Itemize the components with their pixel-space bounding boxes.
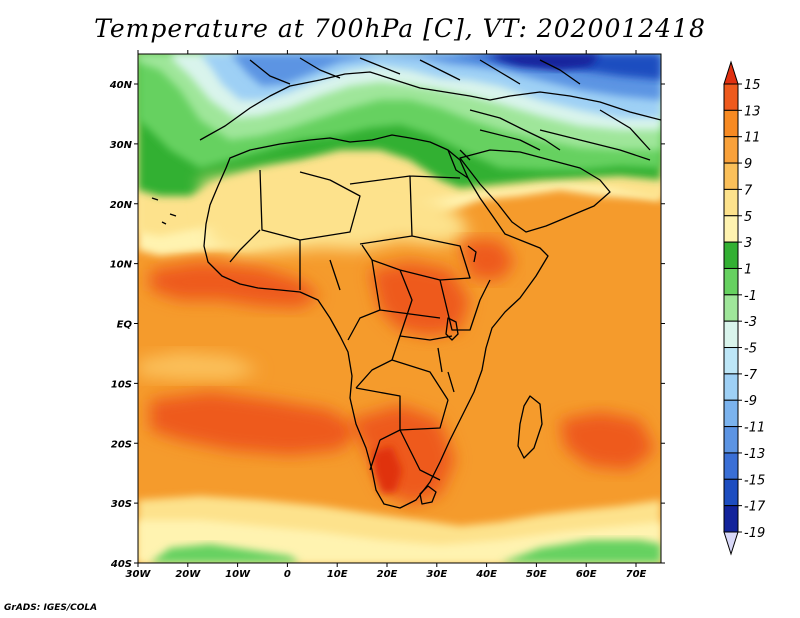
canary-cape-verde-islands (151, 197, 177, 225)
longitude-axis: 30W 20W 10W 0 10E 20E 30E 40E 50E 60E 70E (126, 50, 647, 580)
colorbar: 15 13 11 9 7 5 3 1 -1 -3 -5 -7 -9 -11 -13 -15 -17 -19 (723, 60, 766, 556)
lon-tick-label: 0 (284, 569, 291, 580)
colorbar-label: 7 (744, 183, 753, 198)
lat-tick-label: EQ (117, 320, 133, 331)
arabian-peninsula (459, 149, 611, 233)
colorbar-label: -13 (744, 447, 765, 462)
lon-tick-label: 10W (225, 569, 251, 580)
colorbar-bin (723, 320, 739, 349)
colorbar-bin (723, 109, 739, 138)
colorbar-label: -19 (744, 526, 765, 541)
colorbar-bin (723, 162, 739, 190)
colorbar-bin (723, 188, 739, 217)
colorbar-top-triangle (723, 60, 739, 85)
lon-tick-label: 30E (426, 569, 447, 580)
lat-tick-label: 30N (110, 140, 133, 151)
lat-tick-label: 20N (110, 200, 133, 211)
lat-tick-label: 40S (110, 559, 132, 570)
map-title: Temperature at 700hPa [C], VT: 202001241… (94, 14, 706, 43)
colorbar-label: 9 (744, 157, 752, 172)
colorbar-label: -3 (744, 315, 757, 330)
colorbar-bin (723, 373, 739, 401)
colorbar-bin (723, 136, 739, 164)
lat-tick-label: 20S (111, 439, 132, 450)
latitude-axis: 40N 30N 20N 10N EQ 10S 20S 30S 40S (109, 80, 665, 570)
lon-tick-label: 50E (526, 569, 547, 580)
middle-east-borders (469, 109, 651, 161)
nile-sinai-coast (447, 149, 471, 179)
hot-southern-africa (350, 405, 455, 505)
colorbar-label: -7 (744, 368, 758, 383)
lon-tick-label: 20W (175, 569, 201, 580)
colorbar-bin (723, 241, 739, 269)
colorbar-label: -1 (744, 289, 757, 304)
colorbar-bin (723, 452, 739, 480)
colorbar-bin (723, 426, 739, 454)
colorbar-label: -17 (744, 500, 766, 515)
hot-indian-ocean (560, 412, 655, 470)
lon-tick-label: 70E (626, 569, 647, 580)
colorbar-bin (723, 347, 739, 375)
mediterranean-north-coast (199, 71, 661, 141)
colorbar-label: 13 (744, 104, 761, 119)
hottest-namibia (372, 446, 402, 494)
band-green-south (150, 544, 300, 563)
colorbar-bin (723, 399, 739, 428)
colorbar-label: 11 (744, 131, 761, 146)
africa-coastline (203, 134, 549, 509)
colorbar-bin (723, 478, 739, 507)
plot-frame (137, 53, 662, 564)
hot-central-africa (370, 262, 470, 336)
lon-tick-label: 10E (327, 569, 348, 580)
band-green-south-east (500, 540, 661, 563)
lesotho-outline (419, 485, 437, 505)
coastlines-and-borders (151, 57, 661, 509)
colorbar-label: 1 (744, 262, 752, 277)
lon-tick-label: 60E (576, 569, 597, 580)
cool-east-atlantic-sw (138, 352, 260, 380)
colorbar-bin (723, 505, 739, 533)
african-borders (229, 169, 491, 481)
colorbar-label: 15 (744, 78, 761, 93)
lon-tick-label: 20E (377, 569, 398, 580)
great-lakes (437, 245, 477, 393)
colorbar-bottom-triangle (723, 531, 739, 556)
lat-tick-label: 10N (110, 260, 133, 271)
colorbar-bin (723, 267, 739, 296)
lat-tick-label: 40N (109, 80, 133, 91)
sahara-yellow (200, 170, 470, 256)
lat-tick-label: 30S (111, 499, 132, 510)
colorbar-label: 5 (744, 210, 752, 225)
colorbar-bin (723, 294, 739, 322)
colorbar-label: -5 (744, 342, 757, 357)
lon-tick-label: 40E (475, 569, 497, 580)
lat-tick-label: 10S (111, 379, 132, 390)
lon-tick-label: 30W (126, 569, 152, 580)
europe-borders (249, 57, 581, 85)
hot-south-atlantic (150, 392, 360, 455)
hot-tropical-atlantic (150, 262, 320, 308)
colorbar-label: -11 (744, 421, 765, 436)
colorbar-bin (723, 83, 739, 111)
colorbar-bin (723, 215, 739, 243)
colorbar-label: -15 (744, 473, 765, 488)
colorbar-label: -9 (744, 394, 757, 409)
colorbar-label: 3 (744, 236, 752, 251)
madagascar-coast (517, 395, 543, 459)
grads-credit: GrADS: IGES/COLA (4, 603, 98, 613)
